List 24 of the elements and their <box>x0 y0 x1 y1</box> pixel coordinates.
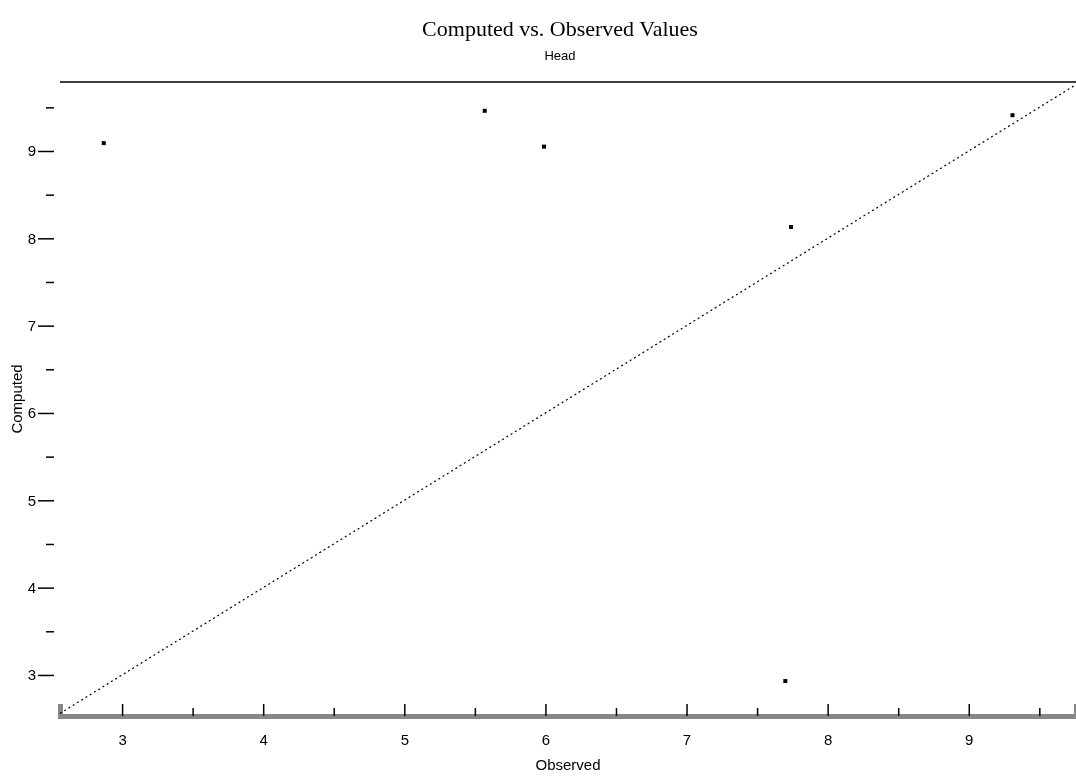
y-axis-title: Computed <box>8 364 25 434</box>
x-axis-title: Observed <box>535 756 601 773</box>
point <box>101 141 106 146</box>
chart-subtitle: Head <box>544 48 576 63</box>
x-tick-label: 5 <box>400 730 409 748</box>
x-tick-label: 4 <box>259 730 268 748</box>
x-tick-label: 6 <box>541 730 551 748</box>
point <box>482 108 487 113</box>
point <box>783 679 788 684</box>
y-tick-label: 4 <box>27 578 36 596</box>
x-tick-label: 9 <box>965 730 974 748</box>
point <box>788 224 793 229</box>
y-tick-label: 8 <box>27 229 36 247</box>
x-tick-label: 3 <box>118 730 127 748</box>
x-tick-label: 7 <box>682 730 692 748</box>
y-tick-label: 5 <box>27 491 36 509</box>
point <box>542 144 547 149</box>
chart-title: Computed vs. Observed Values <box>422 16 698 41</box>
y-tick-label: 7 <box>27 316 36 334</box>
point <box>1010 113 1015 118</box>
y-tick-label: 6 <box>27 404 36 422</box>
y-tick-label: 9 <box>27 142 36 160</box>
y-tick-label: 3 <box>27 666 36 684</box>
x-tick-label: 8 <box>823 730 833 748</box>
